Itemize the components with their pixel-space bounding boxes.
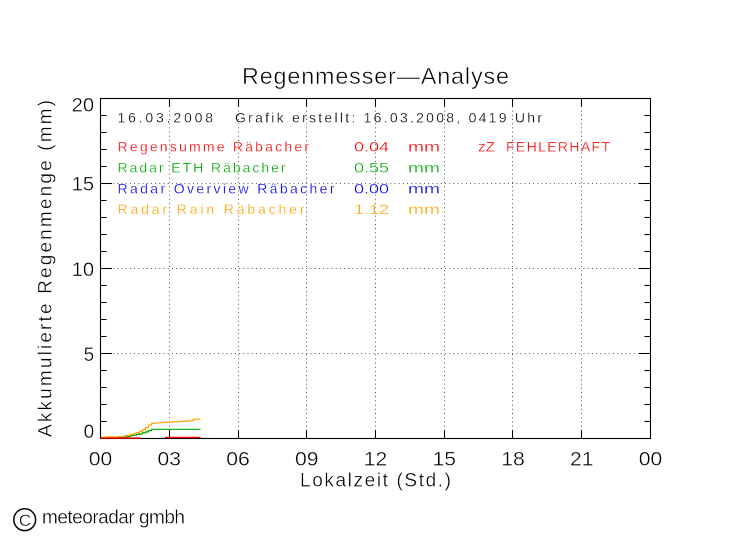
svg-text:0: 0 <box>84 422 95 443</box>
svg-text:0.55: 0.55 <box>354 159 389 175</box>
svg-text:meteoradar gmbh: meteoradar gmbh <box>42 508 185 529</box>
svg-text:FEHLERHAFT: FEHLERHAFT <box>506 139 610 155</box>
svg-text:06: 06 <box>226 449 250 470</box>
svg-text:mm: mm <box>408 180 440 196</box>
svg-text:Regenmesser—Analyse: Regenmesser—Analyse <box>242 63 509 89</box>
svg-text:Regensumme Räbacher: Regensumme Räbacher <box>118 139 310 155</box>
svg-text:mm: mm <box>408 201 440 217</box>
svg-text:10: 10 <box>72 260 95 281</box>
svg-text:00: 00 <box>89 449 113 470</box>
svg-text:Akkumulierte Regenmenge (mm): Akkumulierte Regenmenge (mm) <box>36 100 57 437</box>
svg-text:zZ: zZ <box>478 139 495 155</box>
svg-text:1.12: 1.12 <box>354 201 389 217</box>
svg-text:Radar ETH Räbacher: Radar ETH Räbacher <box>118 159 286 175</box>
svg-text:15: 15 <box>72 175 95 196</box>
svg-text:Radar Rain Räbacher: Radar Rain Räbacher <box>118 201 305 217</box>
svg-text:0.00: 0.00 <box>354 180 389 196</box>
svg-text:00: 00 <box>639 449 663 470</box>
svg-text:09: 09 <box>295 449 319 470</box>
svg-text:20: 20 <box>72 95 95 116</box>
svg-text:18: 18 <box>501 449 525 470</box>
svg-text:5: 5 <box>84 345 95 366</box>
svg-text:21: 21 <box>570 449 594 470</box>
svg-text:mm: mm <box>408 139 440 155</box>
svg-text:C: C <box>19 511 31 530</box>
svg-text:12: 12 <box>364 449 388 470</box>
svg-text:03: 03 <box>158 449 182 470</box>
svg-text:15: 15 <box>433 449 457 470</box>
svg-text:0.04: 0.04 <box>354 139 389 155</box>
svg-text:mm: mm <box>408 159 440 175</box>
